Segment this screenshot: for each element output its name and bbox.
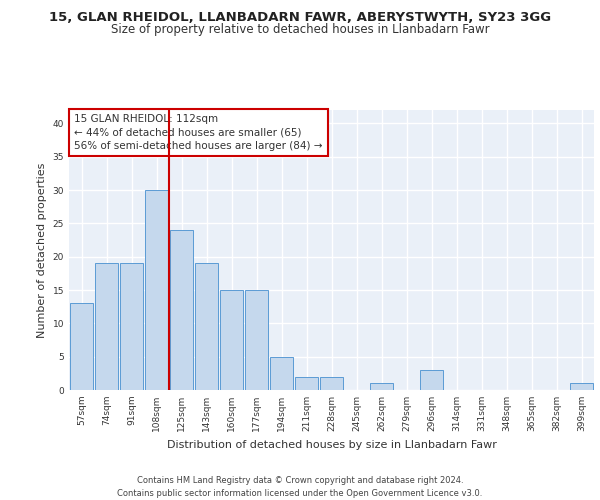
Text: Size of property relative to detached houses in Llanbadarn Fawr: Size of property relative to detached ho… bbox=[110, 22, 490, 36]
Bar bbox=[95, 264, 118, 390]
Bar bbox=[195, 264, 218, 390]
Bar bbox=[170, 230, 193, 390]
Bar bbox=[145, 190, 168, 390]
Bar bbox=[420, 370, 443, 390]
Y-axis label: Number of detached properties: Number of detached properties bbox=[37, 162, 47, 338]
Bar bbox=[70, 304, 93, 390]
Text: Contains HM Land Registry data © Crown copyright and database right 2024.
Contai: Contains HM Land Registry data © Crown c… bbox=[118, 476, 482, 498]
Bar bbox=[120, 264, 143, 390]
X-axis label: Distribution of detached houses by size in Llanbadarn Fawr: Distribution of detached houses by size … bbox=[167, 440, 496, 450]
Bar bbox=[295, 376, 318, 390]
Bar bbox=[220, 290, 243, 390]
Bar bbox=[570, 384, 593, 390]
Bar bbox=[370, 384, 393, 390]
Bar bbox=[270, 356, 293, 390]
Text: 15 GLAN RHEIDOL: 112sqm
← 44% of detached houses are smaller (65)
56% of semi-de: 15 GLAN RHEIDOL: 112sqm ← 44% of detache… bbox=[74, 114, 323, 150]
Bar bbox=[320, 376, 343, 390]
Bar bbox=[245, 290, 268, 390]
Text: 15, GLAN RHEIDOL, LLANBADARN FAWR, ABERYSTWYTH, SY23 3GG: 15, GLAN RHEIDOL, LLANBADARN FAWR, ABERY… bbox=[49, 11, 551, 24]
